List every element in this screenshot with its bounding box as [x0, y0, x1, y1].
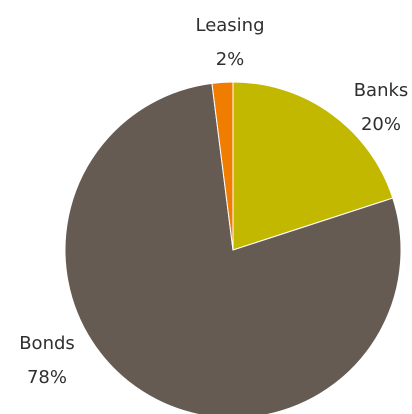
- data-label-bonds-name: Bonds: [19, 333, 75, 354]
- pie-slices: [64, 81, 402, 414]
- data-label-banks-percent: 20%: [361, 114, 401, 135]
- data-label-leasing-name: Leasing: [195, 15, 264, 36]
- data-label-banks-name: Banks: [354, 80, 409, 101]
- pie-data-labels: Banks 20% Bonds 78% Leasing 2%: [19, 15, 408, 388]
- data-label-leasing-percent: 2%: [216, 49, 245, 70]
- pie-slice-bonds: [64, 82, 402, 414]
- data-label-bonds-percent: 78%: [27, 367, 67, 388]
- pie-slice-banks: [232, 81, 394, 251]
- pie-slice-leasing: [211, 81, 234, 251]
